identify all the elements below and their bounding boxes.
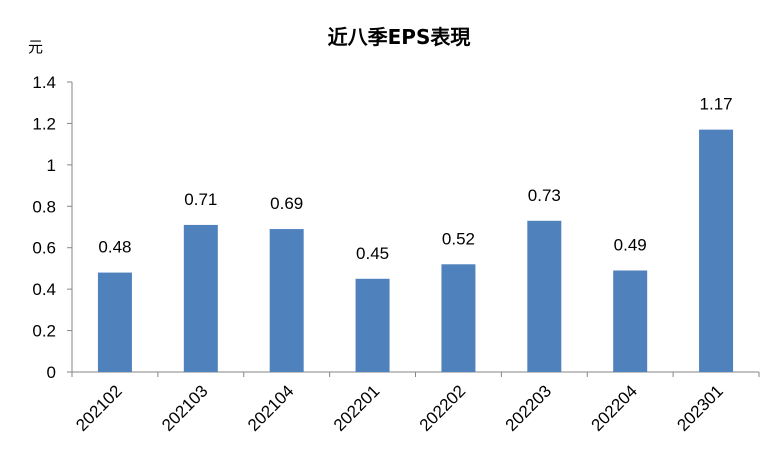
bar [183, 224, 218, 372]
bar [269, 229, 304, 372]
data-label: 0.48 [98, 238, 131, 257]
data-label: 0.49 [614, 236, 647, 255]
data-label: 1.17 [700, 95, 733, 114]
bar-series [97, 129, 734, 372]
chart-axes [67, 81, 760, 377]
x-category-label: 202104 [244, 381, 298, 435]
y-axis-ticks: 0 0.2 0.4 0.6 0.8 1 1.2 1.4 [32, 73, 56, 382]
data-label: 0.45 [356, 244, 389, 263]
data-label: 0.73 [528, 186, 561, 205]
bar [527, 220, 562, 372]
chart-title: 近八季EPS表現 [328, 25, 471, 49]
x-axis-categories: 202102 202103 202104 202201 202202 202203 2022… [72, 381, 727, 435]
x-category-label: 202202 [416, 381, 470, 435]
data-labels: 0.48 0.71 0.69 0.45 0.52 0.73 0.49 1.17 [98, 95, 732, 263]
bar [355, 278, 390, 372]
y-tick-label: 1.2 [32, 114, 56, 133]
x-category-label: 202103 [158, 381, 212, 435]
data-label: 0.69 [270, 194, 303, 213]
bar [441, 264, 476, 372]
y-tick-label: 0.4 [32, 280, 56, 299]
y-axis-unit-label: 元 [28, 38, 43, 56]
data-label: 0.71 [184, 190, 217, 209]
bar [613, 270, 648, 372]
x-category-label: 202301 [673, 381, 727, 435]
y-tick-label: 0 [47, 363, 56, 382]
y-tick-label: 1 [47, 156, 56, 175]
x-category-label: 202201 [330, 381, 384, 435]
y-tick-label: 0.6 [32, 239, 56, 258]
y-tick-label: 0.8 [32, 197, 56, 216]
x-category-label: 202102 [72, 381, 126, 435]
bar [97, 272, 132, 372]
x-category-label: 202203 [502, 381, 556, 435]
y-tick-label: 0.2 [32, 322, 56, 341]
data-label: 0.52 [442, 229, 475, 248]
bar [699, 129, 734, 372]
x-category-label: 202204 [587, 381, 641, 435]
y-tick-label: 1.4 [32, 73, 56, 92]
